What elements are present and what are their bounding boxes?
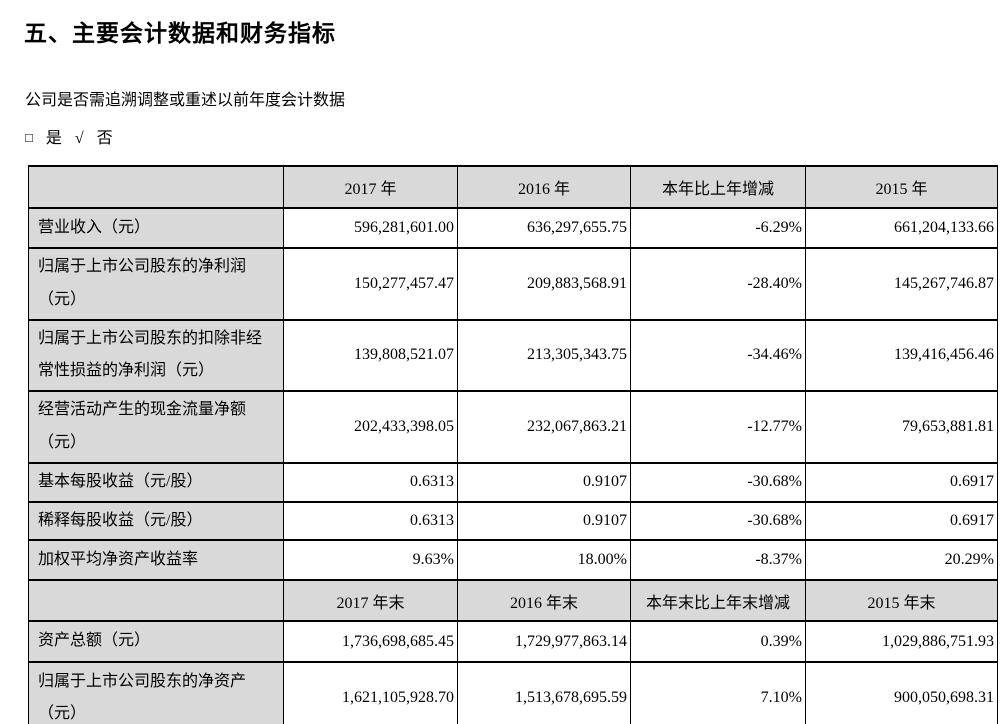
header-cell-2017-yearend: 2017 年末 <box>283 579 458 623</box>
header-cell-yearend-change: 本年末比上年末增减 <box>630 579 806 623</box>
value-cell-2015: 661,204,133.66 <box>805 207 998 249</box>
header-cell-2016-yearend: 2016 年末 <box>457 579 631 623</box>
value-cell-2017: 9.63% <box>283 539 458 582</box>
header-cell-yoy-change: 本年比上年增减 <box>630 165 806 209</box>
header-cell-2015-yearend: 2015 年末 <box>805 579 998 623</box>
row-label-cell: 归属于上市公司股东的净资产（元） <box>28 661 284 724</box>
yes-no-choice: □ 是 √ 否 <box>25 124 1000 148</box>
table-row-net-profit-excl-nonrecurring: 归属于上市公司股东的扣除非经常性损益的净利润（元） 139,808,521.07… <box>28 318 998 393</box>
value-cell-2016: 0.9107 <box>457 500 631 542</box>
value-cell-2016: 232,067,863.21 <box>457 390 631 464</box>
table-row-basic-eps: 基本每股收益（元/股） 0.6313 0.9107 -30.68% 0.6917 <box>28 461 998 503</box>
value-cell-2015: 145,267,746.87 <box>805 247 998 321</box>
row-label-cell: 营业收入（元） <box>28 207 284 249</box>
value-cell-change: -28.40% <box>630 247 806 321</box>
choice-no-label: 否 <box>96 130 113 147</box>
value-cell-2017: 0.6313 <box>283 461 458 503</box>
value-cell-2015: 79,653,881.81 <box>805 390 998 464</box>
check-mark-icon: √ <box>74 130 84 147</box>
row-label-cell: 资产总额（元） <box>28 620 284 664</box>
header-cell-blank <box>28 579 284 623</box>
value-cell-2015: 139,416,456.46 <box>805 318 998 393</box>
value-cell-2017: 0.6313 <box>283 500 458 542</box>
value-cell-2015: 0.6917 <box>805 461 998 503</box>
value-cell-2016: 0.9107 <box>457 461 631 503</box>
row-label-cell: 经营活动产生的现金流量净额（元） <box>28 390 284 464</box>
value-cell-2016: 213,305,343.75 <box>457 318 631 393</box>
value-cell-2015: 900,050,698.31 <box>805 661 998 724</box>
value-cell-change: -6.29% <box>630 207 806 249</box>
value-cell-change: -8.37% <box>630 539 806 582</box>
table-header-row-period: 2017 年 2016 年 本年比上年增减 2015 年 <box>28 165 998 209</box>
value-cell-2015: 20.29% <box>805 539 998 582</box>
value-cell-2016: 209,883,568.91 <box>457 247 631 321</box>
table-header-row-yearend: 2017 年末 2016 年末 本年末比上年末增减 2015 年末 <box>28 579 998 623</box>
value-cell-2015: 0.6917 <box>805 500 998 542</box>
value-cell-2017: 1,621,105,928.70 <box>283 661 458 724</box>
value-cell-2016: 1,513,678,695.59 <box>457 661 631 724</box>
section-title: 五、主要会计数据和财务指标 <box>24 20 336 46</box>
table-row-total-assets: 资产总额（元） 1,736,698,685.45 1,729,977,863.1… <box>28 620 998 664</box>
table-row-net-profit: 归属于上市公司股东的净利润（元） 150,277,457.47 209,883,… <box>28 247 998 321</box>
table-row-diluted-eps: 稀释每股收益（元/股） 0.6313 0.9107 -30.68% 0.6917 <box>28 500 998 542</box>
value-cell-change: -12.77% <box>630 390 806 464</box>
table-row-weighted-avg-roe: 加权平均净资产收益率 9.63% 18.00% -8.37% 20.29% <box>28 539 998 582</box>
header-cell-2015: 2015 年 <box>805 165 998 209</box>
value-cell-change: -30.68% <box>630 500 806 542</box>
row-label-cell: 基本每股收益（元/股） <box>28 461 284 503</box>
value-cell-2017: 150,277,457.47 <box>283 247 458 321</box>
key-financials-table: 2017 年 2016 年 本年比上年增减 2015 年 营业收入（元） 596… <box>28 165 998 724</box>
value-cell-2016: 18.00% <box>457 539 631 582</box>
choice-yes-label: 是 <box>45 130 62 147</box>
restatement-question: 公司是否需追溯调整或重述以前年度会计数据 <box>25 92 346 109</box>
table-row-revenue: 营业收入（元） 596,281,601.00 636,297,655.75 -6… <box>28 207 998 249</box>
value-cell-2017: 202,433,398.05 <box>283 390 458 464</box>
row-label-cell: 稀释每股收益（元/股） <box>28 500 284 542</box>
row-label-cell: 归属于上市公司股东的扣除非经常性损益的净利润（元） <box>28 318 284 393</box>
value-cell-change: -30.68% <box>630 461 806 503</box>
value-cell-change: -34.46% <box>630 318 806 393</box>
value-cell-2017: 139,808,521.07 <box>283 318 458 393</box>
value-cell-change: 0.39% <box>630 620 806 664</box>
value-cell-change: 7.10% <box>630 661 806 724</box>
header-cell-2017: 2017 年 <box>283 165 458 209</box>
value-cell-2015: 1,029,886,751.93 <box>805 620 998 664</box>
header-cell-blank <box>28 165 284 209</box>
header-cell-2016: 2016 年 <box>457 165 631 209</box>
checkbox-unchecked-icon: □ <box>25 130 33 145</box>
value-cell-2017: 596,281,601.00 <box>283 207 458 249</box>
table-row-operating-cash-flow: 经营活动产生的现金流量净额（元） 202,433,398.05 232,067,… <box>28 390 998 464</box>
row-label-cell: 加权平均净资产收益率 <box>28 539 284 582</box>
row-label-cell: 归属于上市公司股东的净利润（元） <box>28 247 284 321</box>
value-cell-2016: 636,297,655.75 <box>457 207 631 249</box>
value-cell-2017: 1,736,698,685.45 <box>283 620 458 664</box>
value-cell-2016: 1,729,977,863.14 <box>457 620 631 664</box>
table-row-net-assets: 归属于上市公司股东的净资产（元） 1,621,105,928.70 1,513,… <box>28 661 998 724</box>
